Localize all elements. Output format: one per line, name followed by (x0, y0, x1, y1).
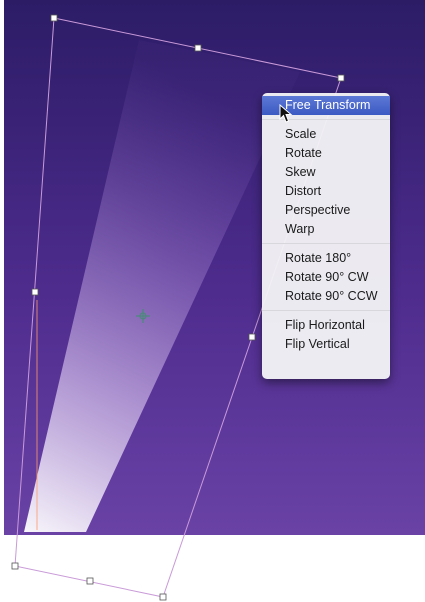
menu-item-rotate-90-ccw[interactable]: Rotate 90° CCW (285, 289, 378, 303)
menu-item-distort[interactable]: Distort (285, 184, 322, 198)
menu-item-warp[interactable]: Warp (285, 222, 315, 236)
reference-point-icon[interactable] (136, 309, 150, 323)
menu-item-free-transform[interactable]: Free Transform (262, 96, 390, 115)
menu-separator (262, 310, 390, 311)
context-menu: Free Transform Scale Rotate Skew Distort… (262, 93, 390, 379)
menu-item-rotate-90-cw[interactable]: Rotate 90° CW (285, 270, 369, 284)
menu-separator (262, 119, 390, 120)
menu-item-scale[interactable]: Scale (285, 127, 317, 141)
menu-item-rotate-180[interactable]: Rotate 180° (285, 251, 352, 265)
light-beam[interactable] (24, 40, 300, 532)
menu-item-rotate[interactable]: Rotate (285, 146, 322, 160)
menu-item-flip-vertical[interactable]: Flip Vertical (285, 337, 350, 351)
menu-item-perspective[interactable]: Perspective (285, 203, 351, 217)
menu-separator (262, 243, 390, 244)
transform-handles[interactable] (11, 14, 345, 601)
menu-item-skew[interactable]: Skew (285, 165, 316, 179)
mouse-pointer-icon (279, 104, 293, 123)
menu-item-flip-horizontal[interactable]: Flip Horizontal (285, 318, 365, 332)
